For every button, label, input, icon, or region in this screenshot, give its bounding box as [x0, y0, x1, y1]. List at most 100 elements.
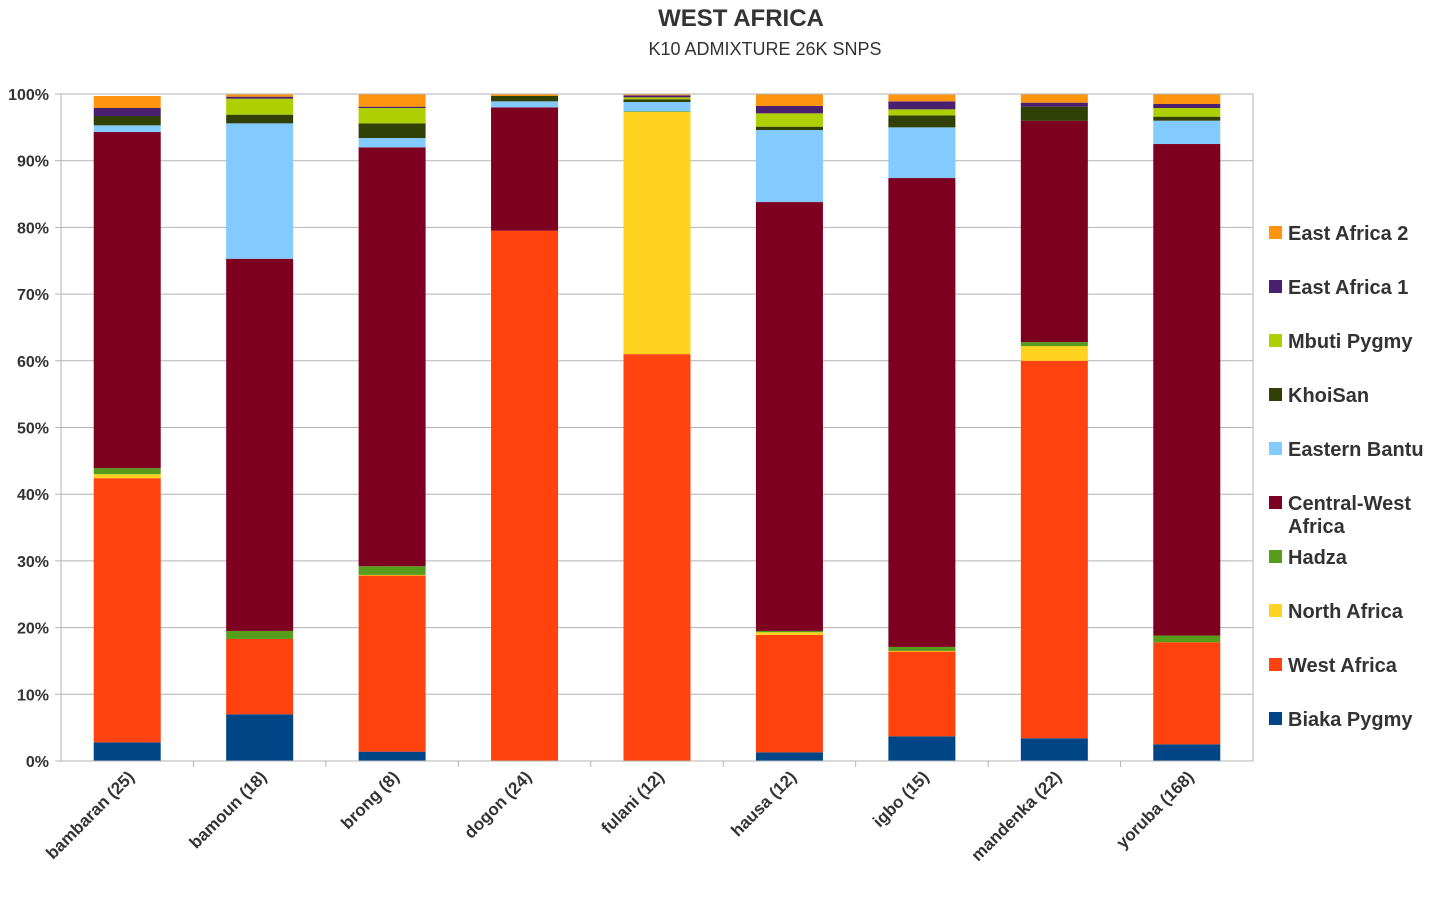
axes	[60, 93, 1254, 762]
bar-segment: Eastern Bantu: 1.4%	[623, 102, 691, 112]
bar-stack: Biaka Pygmy: 2.5%West Africa: 15.3%Hadza…	[1153, 94, 1221, 761]
legend-label-line: KhoiSan	[1288, 385, 1369, 407]
bar-segment: East Africa 2: 0.2%	[623, 94, 691, 96]
y-tick-label: 50%	[17, 421, 49, 438]
legend-label-line: Biaka Pygmy	[1288, 709, 1413, 731]
legend-swatch	[1269, 550, 1282, 563]
x-tick-label: hausa (12)	[727, 767, 800, 840]
bar-segment: Mbuti Pygmy: 2.4%	[226, 98, 294, 115]
bar-segment: West Africa: 17.6%	[755, 634, 823, 753]
y-tick-label: 30%	[17, 554, 49, 571]
y-tick-label: 70%	[17, 287, 49, 304]
legend-label: East Africa 1	[1288, 277, 1408, 299]
bar-segment: East Africa 2: 1.8%	[93, 96, 161, 109]
bar-segment: East Africa 2: 0.3%	[491, 94, 559, 97]
bar-segment: East Africa 1: 1.2%	[93, 108, 161, 117]
y-tick-label: 10%	[17, 687, 49, 704]
legend-swatch	[1269, 658, 1282, 671]
bar-segment: East Africa 1: 0.3%	[226, 96, 294, 99]
legend-item: East Africa 1	[1269, 277, 1408, 299]
x-tick-label: yoruba (168)	[1113, 767, 1198, 852]
bar-stack: West Africa: 79.5%Central-West Africa: 1…	[491, 94, 559, 762]
bar-segment: West Africa: 79.5%	[491, 230, 559, 762]
y-tick-label: 60%	[17, 354, 49, 371]
bar-segment: East Africa 1: 1.1%	[755, 106, 823, 114]
bar-segment: North Africa: 0.1%	[888, 650, 956, 652]
bar-stack: Biaka Pygmy: 3.7%West Africa: 12.7%North…	[888, 94, 956, 761]
bar-segment: Biaka Pygmy: 3.4%	[1020, 738, 1088, 761]
bar-segment: East Africa 2: 1.5%	[1153, 94, 1221, 105]
chart-title: WEST AFRICA	[658, 5, 824, 32]
bar-segment: Eastern Bantu: 10.8%	[755, 130, 823, 203]
legend-swatch	[1269, 712, 1282, 725]
x-tick-label: brong (8)	[337, 767, 403, 833]
bar-segment: North Africa: 0.4%	[755, 632, 823, 635]
bar-segment: KhoiSan: 1.4%	[93, 116, 161, 126]
y-axis-ticks: 0% 10% 20% 30% 40% 50% 60% 70% 80% 90% 100%	[8, 87, 61, 771]
bar-segment: Biaka Pygmy: 2.5%	[1153, 744, 1221, 761]
bar-segment: KhoiSan: 2.1%	[1020, 106, 1088, 121]
legend-item: Biaka Pygmy	[1269, 709, 1413, 731]
bar-segment: East Africa 2: 1.8%	[755, 94, 823, 107]
bar-segment: Hadza: 0.6%	[1020, 342, 1088, 347]
legend-swatch	[1269, 604, 1282, 617]
legend-item: Mbuti Pygmy	[1269, 331, 1413, 353]
legend-label: Biaka Pygmy	[1288, 709, 1413, 731]
bar-segment: Mbuti Pygmy: 0.3%	[623, 97, 691, 100]
legend-label-line: Eastern Bantu	[1288, 439, 1424, 461]
legend-label-line: East Africa 1	[1288, 277, 1408, 299]
bar-segment: Central-West Africa: 64.3%	[755, 202, 823, 631]
legend-item: Central-West Africa	[1269, 493, 1411, 538]
legend-label-line: Mbuti Pygmy	[1288, 331, 1413, 353]
bar-segment: Central-West Africa: 18.5%	[491, 107, 559, 231]
bar-segment: KhoiSan: 0.8%	[491, 96, 559, 102]
bar-segment: KhoiSan: 0.4%	[623, 99, 691, 103]
bar-segment: East Africa 2: 0.4%	[226, 94, 294, 97]
bar-segment: Mbuti Pygmy: 2%	[755, 113, 823, 127]
x-tick-label: mandenka (22)	[968, 767, 1066, 865]
bar-segment: Central-West Africa: 73.7%	[1153, 144, 1221, 636]
bar-segment: Biaka Pygmy: 7%	[226, 714, 294, 761]
legend-item: Hadza	[1269, 547, 1348, 569]
bar-segment: KhoiSan: 2.2%	[358, 123, 426, 139]
bar-segment: Central-West Africa: 33.2%	[1020, 120, 1088, 343]
bar-stack: Biaka Pygmy: 7%West Africa: 11.3%Hadza: …	[226, 94, 294, 761]
legend-swatch	[1269, 442, 1282, 455]
bar-segment: East Africa 1: 0.6%	[1153, 104, 1221, 109]
bar-stack: Biaka Pygmy: 1.4%West Africa: 26.4%North…	[358, 94, 426, 761]
bar-segment: North Africa: 0.6%	[93, 474, 161, 479]
legend-item: East Africa 2	[1269, 223, 1408, 245]
bar-segment: East Africa 1: 0.6%	[1020, 102, 1088, 107]
legend-label: East Africa 2	[1288, 223, 1408, 245]
bar-segment: Hadza: 1.2%	[226, 630, 294, 639]
bar-segment: Central-West Africa: 70.3%	[888, 178, 956, 647]
bar-segment: KhoiSan: 0.5%	[755, 126, 823, 131]
legend-label: Hadza	[1288, 547, 1348, 569]
y-tick-label: 100%	[8, 87, 49, 104]
bar-stack: Biaka Pygmy: 2.8%West Africa: 39.6%North…	[93, 96, 161, 761]
x-tick-label: bamoun (18)	[186, 767, 271, 852]
bar-segment: Hadza: 0.1%	[623, 111, 691, 113]
legend-label: West Africa	[1288, 655, 1398, 677]
legend-item: West Africa	[1269, 655, 1398, 677]
x-tick-label: igbo (15)	[869, 767, 933, 831]
bar-segment: West Africa: 15.3%	[1153, 642, 1221, 745]
legend-label: KhoiSan	[1288, 385, 1369, 407]
legend-label-line: Africa	[1288, 516, 1346, 538]
legend-item: Eastern Bantu	[1269, 439, 1424, 461]
bar-segment: West Africa: 12.7%	[888, 651, 956, 737]
bar-segment: KhoiSan: 1.3%	[226, 114, 294, 124]
bar-segment: Hadza: 0.9%	[93, 468, 161, 475]
bar-segment: East Africa 1: 0.3%	[623, 95, 691, 98]
legend-label: Mbuti Pygmy	[1288, 331, 1413, 353]
legend-label-line: Hadza	[1288, 547, 1348, 569]
legend-swatch	[1269, 334, 1282, 347]
legend-label-line: West Africa	[1288, 655, 1398, 677]
bar-segment: Central-West Africa: 55.8%	[226, 258, 294, 631]
bars: Biaka Pygmy: 2.8%West Africa: 39.6%North…	[93, 94, 1221, 762]
legend-label-line: East Africa 2	[1288, 223, 1408, 245]
legend-swatch	[1269, 226, 1282, 239]
legend-swatch	[1269, 388, 1282, 401]
y-tick-label: 90%	[17, 154, 49, 171]
